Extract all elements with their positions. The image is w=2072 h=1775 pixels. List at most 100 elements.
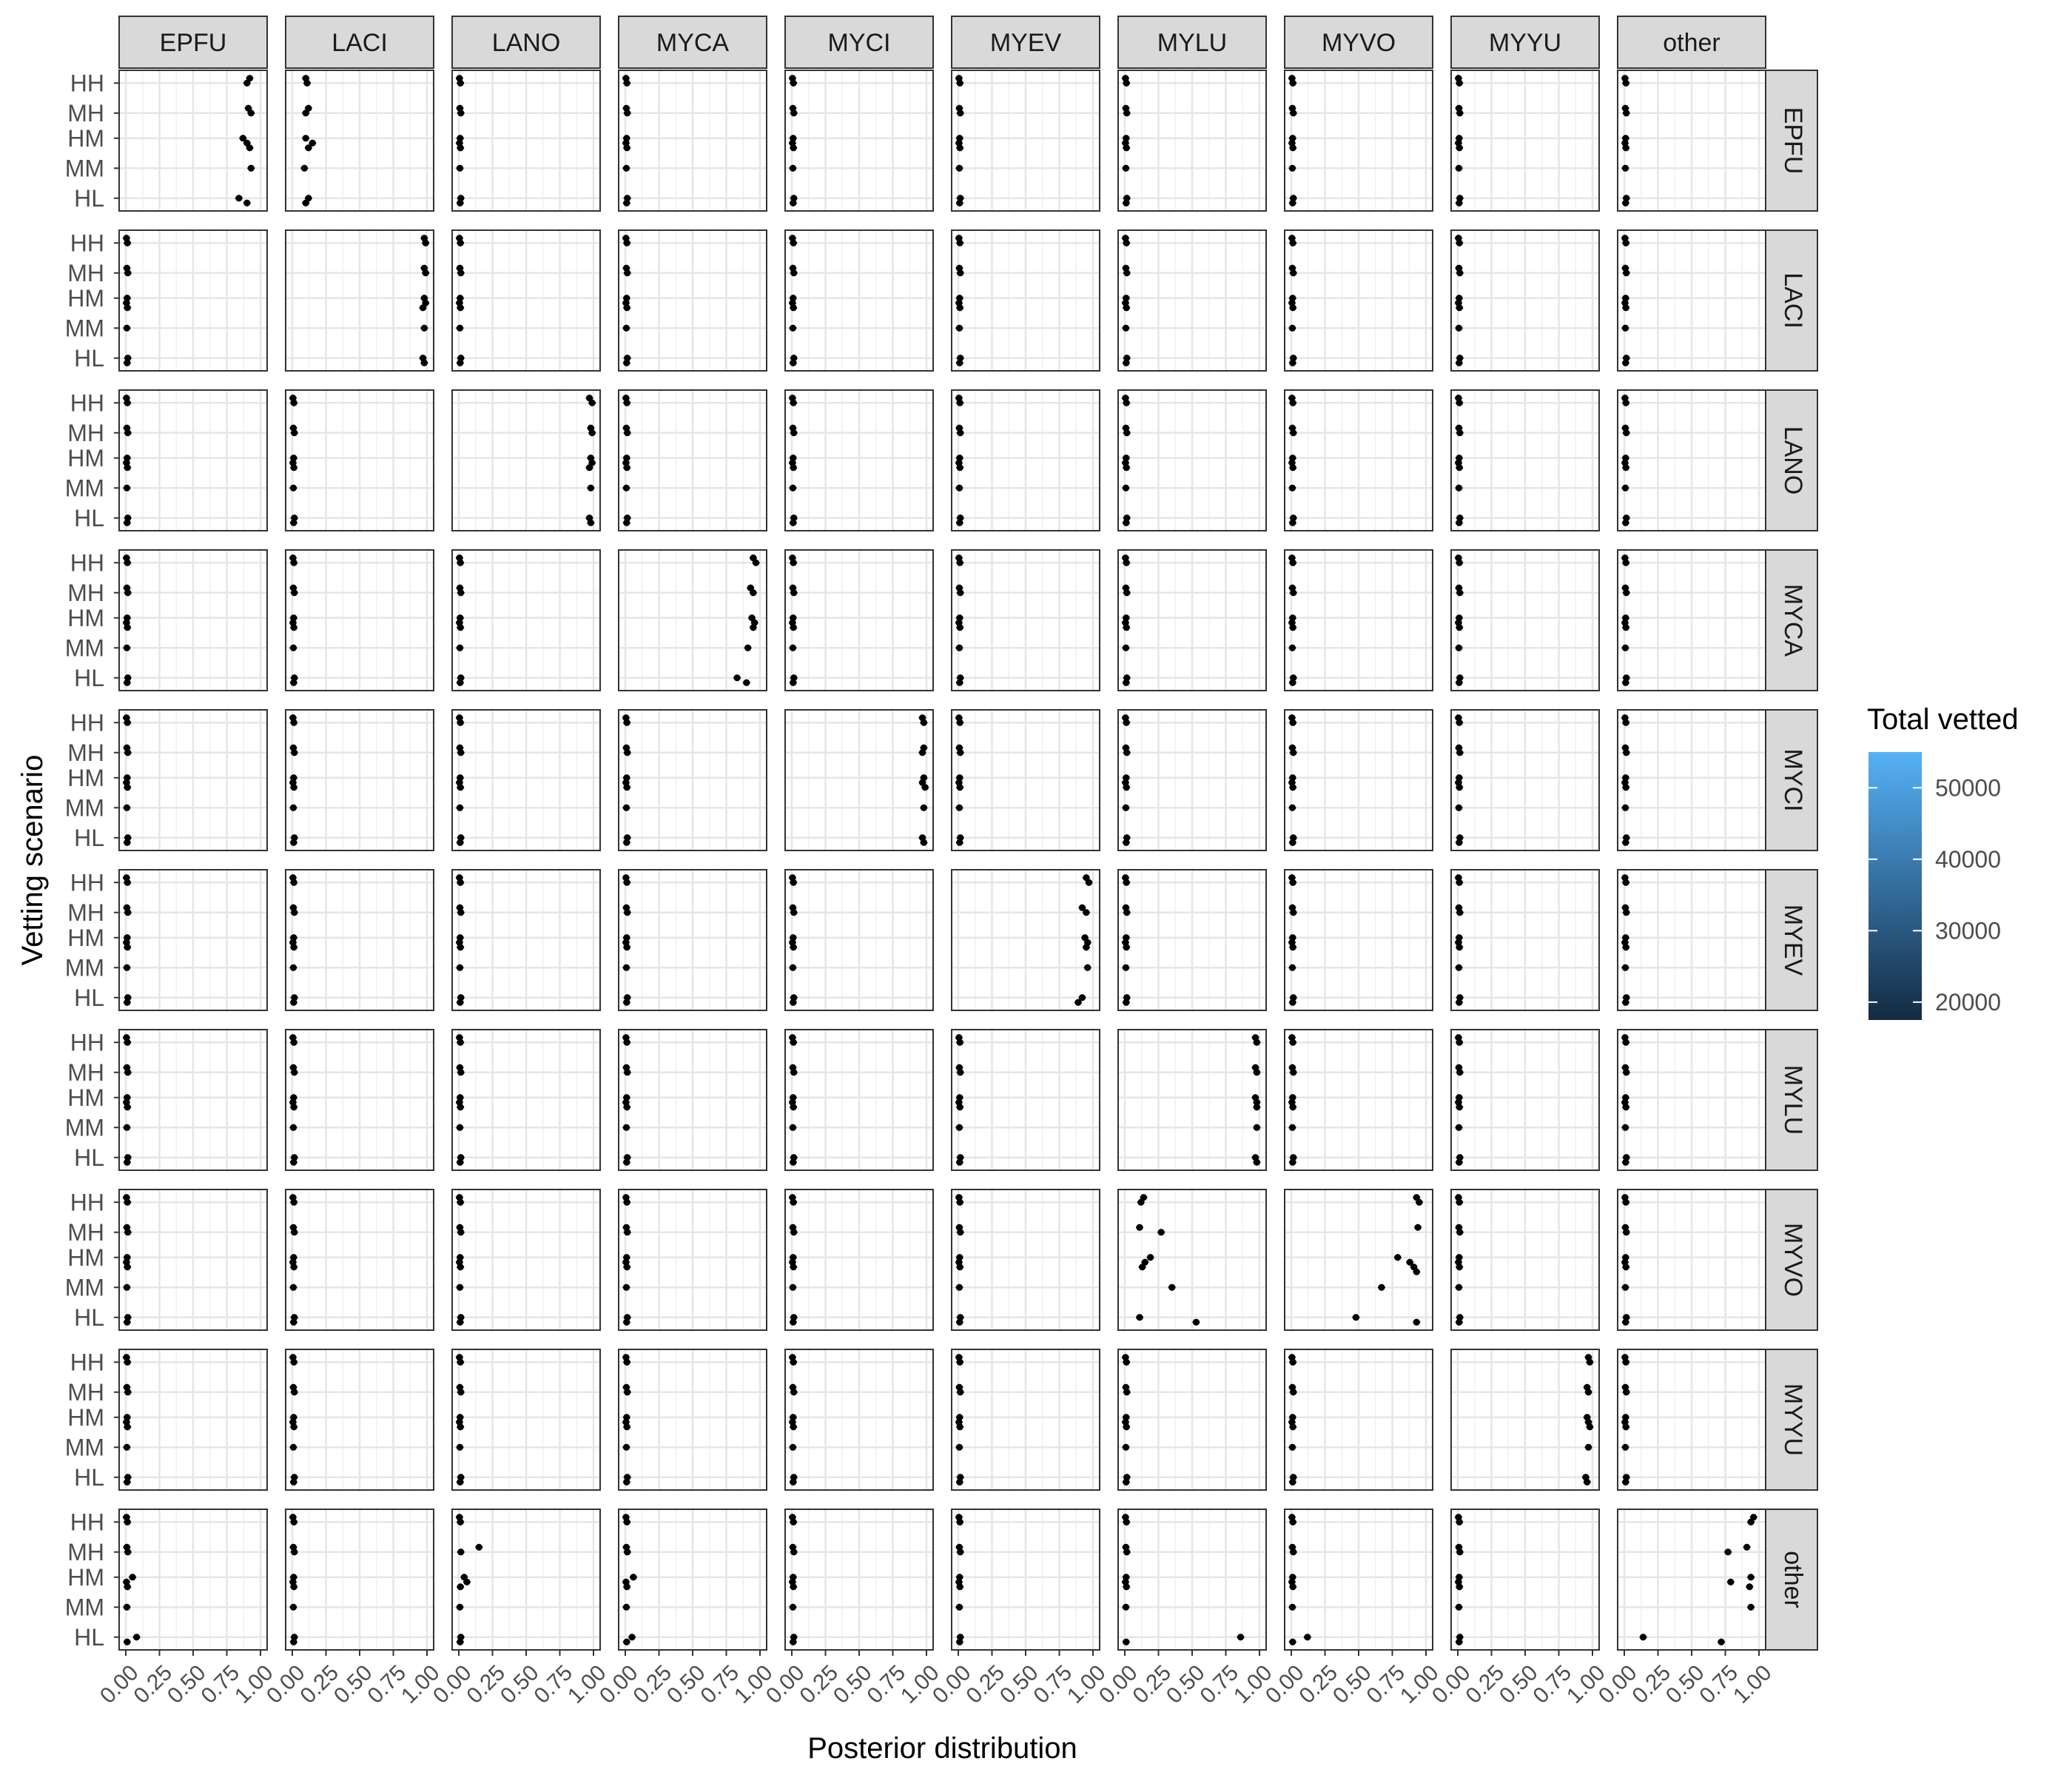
data-point [1253, 1124, 1260, 1131]
data-point [622, 1284, 630, 1291]
panel-border [951, 229, 1100, 372]
panel-myyu-myca [618, 1349, 767, 1491]
panel-border [451, 389, 601, 531]
data-point [124, 879, 131, 886]
data-point [1623, 1069, 1630, 1076]
data-point [956, 79, 963, 87]
data-point [124, 784, 131, 791]
data-point [290, 399, 297, 406]
panel-laci-epfu [118, 229, 268, 372]
panel-myci-laci [285, 709, 434, 851]
row-strip-lano [1765, 389, 1818, 531]
data-point [623, 199, 630, 207]
data-point [1290, 1548, 1297, 1556]
data-point [124, 1039, 131, 1046]
panel-border [285, 1349, 434, 1491]
row-strip-label: LANO [1779, 426, 1807, 495]
y-tick-label: HL [74, 1304, 104, 1331]
data-point [1123, 79, 1130, 87]
data-point [956, 1198, 963, 1206]
data-point [955, 644, 963, 651]
data-point [124, 719, 131, 726]
data-point [1584, 1443, 1592, 1451]
col-strip-label: MYLU [1157, 29, 1227, 57]
data-point [1406, 1258, 1413, 1266]
col-strip-label: EPFU [160, 29, 227, 57]
y-tick-label: HH [70, 1189, 104, 1215]
data-point [1623, 1389, 1630, 1396]
data-point [789, 484, 797, 491]
data-point [124, 944, 131, 951]
data-point [1085, 879, 1093, 886]
data-point [124, 359, 131, 366]
panel-border [784, 709, 934, 851]
panel-border [618, 869, 767, 1011]
row-strip-epfu [1765, 70, 1818, 212]
panel-other-myvo [1284, 1509, 1433, 1651]
panel-myci-epfu [118, 709, 268, 851]
panel-border [618, 70, 767, 212]
data-point [1146, 1254, 1154, 1261]
data-point [1456, 1318, 1463, 1326]
data-point [1584, 1389, 1592, 1396]
data-point [1290, 909, 1297, 916]
panel-border [951, 869, 1100, 1011]
data-point [1455, 484, 1463, 491]
data-point [585, 464, 593, 472]
data-point [124, 269, 132, 277]
data-point [1747, 1518, 1755, 1526]
data-point [1289, 1478, 1296, 1486]
panel-myca-myyu [1450, 549, 1600, 691]
panel-border [1117, 869, 1267, 1011]
data-point [956, 1583, 963, 1591]
data-point [1456, 879, 1463, 886]
panel-myev-epfu [118, 869, 268, 1011]
data-point [457, 1264, 464, 1271]
y-tick-label: HL [74, 1624, 104, 1651]
panel-border [1450, 1349, 1600, 1491]
data-point [957, 589, 964, 597]
data-point [1288, 1124, 1296, 1131]
panel-myev-myca [618, 869, 767, 1011]
data-point [1289, 1104, 1296, 1111]
data-point [1456, 719, 1463, 726]
data-point [1456, 199, 1463, 207]
data-point [956, 304, 963, 312]
data-point [1289, 999, 1296, 1006]
x-tick-label: 1.00 [1729, 1660, 1777, 1708]
data-point [1289, 144, 1296, 152]
data-point [622, 1124, 630, 1131]
data-point [623, 1039, 630, 1046]
data-point [457, 749, 465, 756]
data-point [290, 1318, 297, 1326]
y-tick-label: MM [65, 1594, 104, 1620]
data-point [624, 269, 631, 277]
row-strip-label: MYEV [1779, 905, 1807, 976]
data-point [956, 359, 963, 366]
data-point [1456, 464, 1463, 472]
panel-myyu-myvo [1284, 1349, 1433, 1491]
data-point [291, 1069, 298, 1076]
y-tick-label: MH [67, 739, 104, 766]
panel-border [451, 1189, 601, 1331]
data-point [1289, 559, 1296, 566]
data-point [290, 879, 297, 886]
data-point [1288, 484, 1296, 491]
panel-border [1284, 1349, 1433, 1491]
panel-border [1617, 549, 1766, 691]
y-tick-label: MM [65, 634, 104, 661]
data-point [124, 1583, 131, 1591]
data-point [1289, 784, 1296, 791]
data-point [750, 624, 757, 631]
data-point [132, 1634, 141, 1641]
panel-myev-laci [285, 869, 434, 1011]
data-point [1122, 804, 1130, 811]
panel-myyu-other [1617, 1349, 1766, 1491]
data-point [302, 110, 309, 117]
data-point [1623, 589, 1630, 597]
data-point [290, 784, 297, 791]
panel-border [1117, 70, 1267, 212]
y-tick-label: HM [67, 1084, 104, 1111]
data-point [1289, 879, 1296, 886]
data-point [289, 1603, 297, 1611]
